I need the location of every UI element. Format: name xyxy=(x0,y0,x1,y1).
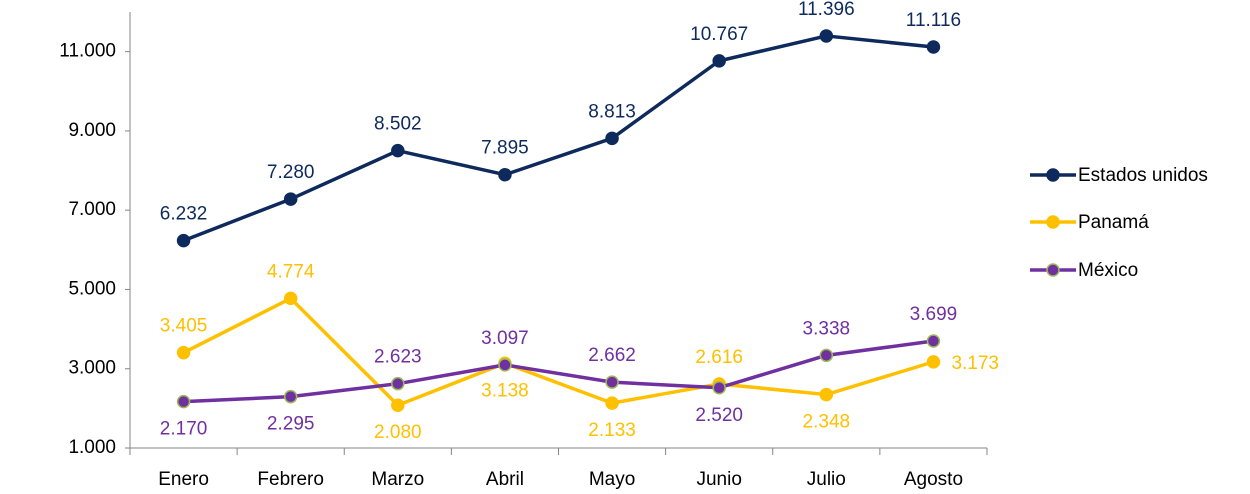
marker xyxy=(819,348,834,363)
marker xyxy=(819,29,834,43)
y-tick-label: 3.000 xyxy=(68,358,116,379)
marker xyxy=(605,131,619,146)
data-label: 10.767 xyxy=(690,24,748,45)
data-label: 4.774 xyxy=(267,261,315,282)
marker xyxy=(283,192,298,206)
x-tick-label: Marzo xyxy=(371,469,424,490)
legend-label: México xyxy=(1078,260,1138,281)
marker xyxy=(176,233,191,248)
data-label: 2.080 xyxy=(374,422,422,443)
marker xyxy=(176,345,191,360)
data-label: 2.662 xyxy=(588,345,636,366)
y-tick-label: 11.000 xyxy=(59,41,116,62)
legend-label: Estados unidos xyxy=(1078,165,1208,186)
legend-marker xyxy=(1046,215,1060,229)
marker xyxy=(926,40,941,54)
legend-marker xyxy=(1046,263,1060,277)
y-tick-label: 1.000 xyxy=(68,437,116,458)
data-label: 2.348 xyxy=(803,412,851,433)
data-label: 6.232 xyxy=(160,204,208,225)
x-tick-label: Febrero xyxy=(257,469,324,490)
marker xyxy=(176,394,191,409)
marker xyxy=(391,376,405,391)
data-label: 8.813 xyxy=(588,101,636,122)
marker xyxy=(712,381,726,395)
series-line xyxy=(182,34,934,243)
data-label: 3.138 xyxy=(481,380,529,401)
data-label: 2.623 xyxy=(374,347,422,368)
data-label: 7.895 xyxy=(481,138,529,159)
data-label: 2.616 xyxy=(695,347,743,368)
data-label: 3.097 xyxy=(481,328,529,349)
marker xyxy=(498,358,512,372)
series-line xyxy=(183,339,934,404)
data-label: 3.405 xyxy=(160,316,208,337)
marker xyxy=(283,291,298,306)
marker xyxy=(605,396,619,410)
marker xyxy=(926,334,941,348)
data-label: 7.280 xyxy=(267,162,315,183)
x-tick-label: Abril xyxy=(486,469,524,490)
x-tick-label: Mayo xyxy=(589,469,635,490)
x-tick-label: Enero xyxy=(158,469,209,490)
series-line xyxy=(182,296,934,407)
data-label: 2.170 xyxy=(160,419,208,440)
x-tick-label: Junio xyxy=(696,469,741,490)
legend-label: Panamá xyxy=(1078,212,1149,233)
x-tick-label: Julio xyxy=(807,469,846,490)
y-tick-label: 5.000 xyxy=(68,278,116,299)
data-label: 2.520 xyxy=(695,405,743,426)
y-tick-label: 7.000 xyxy=(68,199,116,220)
legend-marker xyxy=(1046,168,1060,182)
marker xyxy=(391,143,405,158)
data-label: 3.699 xyxy=(910,304,958,325)
data-label: 11.116 xyxy=(906,10,961,31)
marker xyxy=(391,398,405,412)
data-label: 3.338 xyxy=(803,318,851,339)
y-tick-label: 9.000 xyxy=(68,120,116,141)
marker xyxy=(498,167,512,182)
marker xyxy=(926,355,941,369)
marker xyxy=(283,389,298,404)
data-label: 11.396 xyxy=(798,0,855,20)
marker xyxy=(712,54,726,68)
marker xyxy=(819,387,834,402)
data-label: 3.173 xyxy=(951,353,999,374)
marker xyxy=(605,375,619,389)
x-tick-label: Agosto xyxy=(904,469,963,490)
data-label: 2.133 xyxy=(588,420,636,441)
data-label: 2.295 xyxy=(267,414,315,435)
data-label: 8.502 xyxy=(374,114,422,135)
